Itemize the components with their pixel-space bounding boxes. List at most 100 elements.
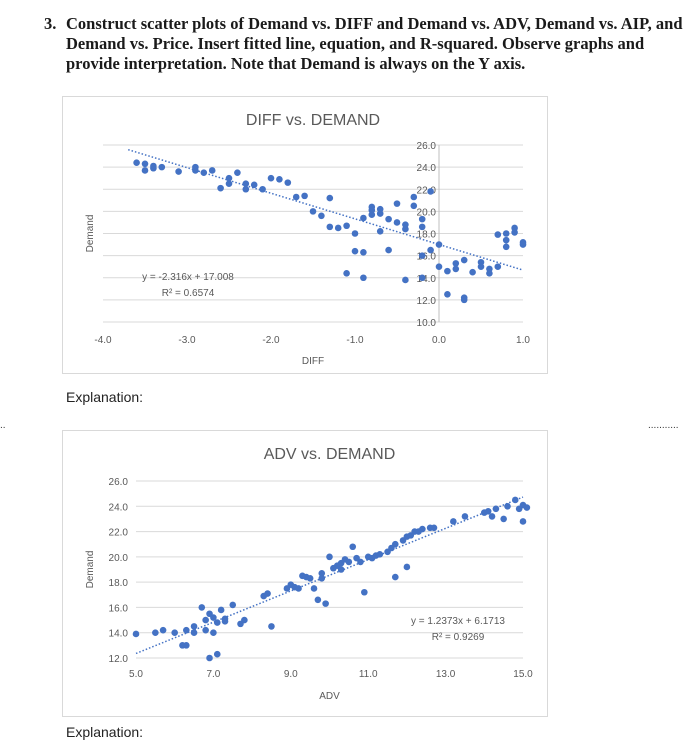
data-point [376, 551, 384, 558]
diff-vs-demand-plot: 10.0 12.0 14.0 16.0 18.0 20.0 22.0 24.0 26.0 -4.0… [85, 112, 530, 367]
data-point [326, 194, 334, 202]
x-tick-label: 15.0 [513, 669, 533, 680]
data-point [494, 263, 502, 270]
data-point [202, 626, 209, 634]
data-point [159, 626, 167, 634]
data-point [268, 623, 275, 630]
data-point [450, 518, 457, 525]
data-point [444, 267, 451, 275]
data-point [511, 224, 518, 232]
data-point [502, 243, 510, 251]
y-tick-label: 16.0 [417, 252, 437, 263]
x-tick-label: -2.0 [262, 335, 280, 346]
data-point [141, 160, 149, 168]
data-point [318, 212, 325, 220]
data-point [132, 630, 140, 638]
data-point [410, 193, 418, 201]
chart-title: DIFF vs. DEMAND [246, 112, 380, 129]
left-margin-marker: .. [0, 420, 6, 431]
data-point [225, 174, 233, 182]
data-point [492, 505, 500, 513]
y-axis-label: Demand [85, 215, 96, 253]
y-tick-label: 22.0 [417, 185, 437, 196]
data-point [171, 629, 178, 637]
data-point [477, 263, 485, 270]
data-point [264, 590, 271, 597]
data-point [486, 270, 493, 277]
data-point [318, 575, 326, 582]
adv-vs-demand-chart: 12.0 14.0 16.0 18.0 20.0 22.0 24.0 26.0 5.0 7.0 9.… [62, 430, 548, 717]
data-point [419, 525, 426, 533]
data-point [213, 619, 221, 626]
chart-title: ADV vs. DEMAND [264, 446, 396, 463]
data-point [334, 224, 342, 232]
data-point [314, 596, 322, 604]
data-point [393, 200, 401, 207]
y-tick-label: 18.0 [109, 578, 129, 589]
x-tick-label: -4.0 [94, 335, 112, 346]
question-block: 3. Construct scatter plots of Demand vs.… [44, 14, 684, 74]
data-point [150, 164, 157, 172]
y-tick-label: 10.0 [417, 318, 437, 329]
data-point [435, 263, 443, 270]
data-point [206, 654, 213, 662]
y-axis-label: Demand [85, 551, 96, 589]
data-point [202, 616, 209, 624]
data-point [210, 629, 217, 637]
trendline [135, 496, 524, 655]
data-point [343, 222, 350, 230]
data-point [192, 163, 199, 171]
data-point [360, 214, 367, 222]
data-point [469, 268, 476, 276]
data-point [310, 585, 318, 592]
data-point [337, 566, 345, 573]
data-point [309, 208, 317, 215]
r-squared-label: R² = 0.6574 [162, 288, 215, 299]
trendline-equation: y = -2.316x + 17.008 [142, 272, 234, 283]
data-point [351, 230, 359, 237]
data-point [360, 249, 367, 256]
data-point [141, 167, 149, 174]
data-point [376, 210, 384, 217]
data-point [242, 180, 250, 188]
data-point [393, 219, 401, 226]
data-point [306, 575, 314, 582]
data-point [391, 573, 399, 581]
data-point [267, 174, 275, 182]
data-point [301, 192, 308, 200]
y-tick-label: 16.0 [109, 603, 129, 614]
data-point [385, 215, 392, 223]
data-point [461, 513, 469, 520]
data-point [234, 169, 241, 176]
x-tick-label: -3.0 [178, 335, 196, 346]
data-point [418, 252, 426, 259]
x-axis-label: DIFF [302, 356, 324, 367]
data-point [427, 188, 434, 195]
data-point [318, 569, 326, 577]
y-tick-label: 14.0 [109, 629, 129, 640]
data-point [349, 543, 357, 551]
x-tick-label: 7.0 [206, 669, 220, 680]
data-point [519, 239, 527, 246]
data-point [183, 642, 190, 649]
data-point [488, 513, 496, 520]
data-point [444, 291, 451, 298]
y-tick-label: 20.0 [109, 553, 129, 564]
data-point [418, 274, 426, 282]
data-point [500, 515, 507, 523]
question-number: 3. [44, 14, 57, 33]
explanation-label-1: Explanation: [66, 389, 144, 405]
data-point [217, 184, 224, 192]
data-point [229, 601, 237, 609]
data-point [418, 223, 426, 231]
data-point [519, 518, 527, 525]
data-point [284, 179, 292, 186]
data-point [502, 230, 510, 237]
data-point [241, 616, 248, 624]
y-tick-label: 24.0 [417, 163, 437, 174]
data-point [345, 558, 353, 566]
x-tick-label: 0.0 [432, 335, 446, 346]
data-point [410, 202, 418, 210]
diff-vs-demand-chart: 10.0 12.0 14.0 16.0 18.0 20.0 22.0 24.0 26.0 -4.0… [62, 96, 548, 374]
data-point [460, 256, 468, 264]
